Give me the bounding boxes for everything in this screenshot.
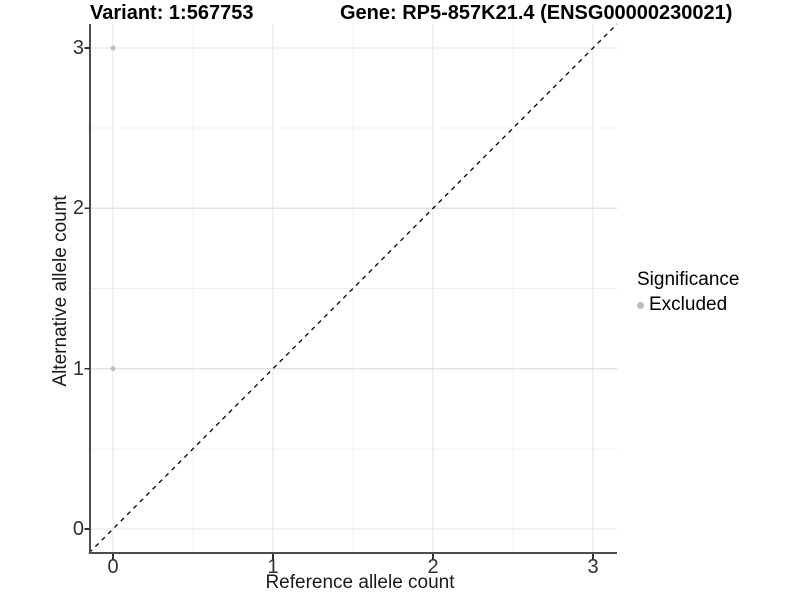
plot-title-gene: Gene: RP5-857K21.4 (ENSG00000230021) xyxy=(340,2,733,24)
x-tick-label: 1 xyxy=(267,556,279,578)
y-tick-label: 0 xyxy=(72,517,84,540)
legend-title: Significance xyxy=(637,269,740,290)
y-tick-label: 2 xyxy=(72,197,84,220)
plot-title-variant: Variant: 1:567753 xyxy=(90,2,254,24)
x-axis-title: Reference allele count xyxy=(265,572,455,593)
identity-line xyxy=(88,23,618,554)
y-tick-label: 1 xyxy=(72,357,84,380)
x-tick-label: 3 xyxy=(587,556,599,578)
legend-entry-label: Excluded xyxy=(649,294,728,315)
legend-key-dot-icon xyxy=(637,301,644,309)
data-point xyxy=(110,366,116,372)
legend: Significance Excluded xyxy=(630,269,798,316)
y-tick-label: 3 xyxy=(72,37,84,60)
legend-entry-excluded: Excluded xyxy=(630,294,798,316)
y-axis-title: Alternative allele count xyxy=(50,195,71,387)
data-point xyxy=(110,45,116,51)
x-tick-label: 2 xyxy=(427,556,439,578)
x-tick-label: 0 xyxy=(107,556,119,578)
